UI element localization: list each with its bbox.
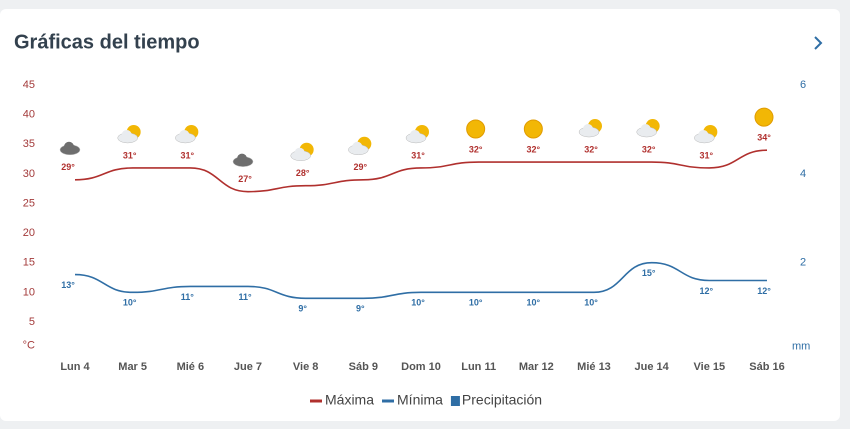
sun bbox=[466, 119, 486, 139]
y-tick-label: °C bbox=[23, 340, 35, 352]
y-tick-label: 45 bbox=[23, 79, 35, 91]
value-label: 12° bbox=[700, 286, 714, 296]
cloud bbox=[294, 147, 305, 158]
value-label: 11° bbox=[238, 292, 252, 302]
y-tick-label: 40 bbox=[23, 109, 35, 121]
value-label: 34° bbox=[757, 133, 771, 143]
value-label: 12° bbox=[757, 286, 771, 296]
value-label: 10° bbox=[584, 298, 598, 308]
x-tick-label: Mié 6 bbox=[177, 361, 205, 373]
cloud bbox=[64, 141, 74, 152]
value-label: 32° bbox=[584, 144, 598, 154]
next-arrow[interactable] bbox=[814, 36, 823, 50]
y2-tick-label: 2 bbox=[800, 257, 806, 269]
x-tick-label: Jue 14 bbox=[635, 361, 670, 373]
x-tick-label: Mar 12 bbox=[519, 361, 554, 373]
weather-icon bbox=[405, 124, 429, 144]
line bbox=[74, 261, 767, 300]
cloud bbox=[352, 141, 363, 152]
cloud bbox=[121, 129, 132, 140]
x-tick-label: Vie 15 bbox=[694, 361, 726, 373]
weather-icon bbox=[59, 141, 81, 156]
value-label: 32° bbox=[469, 144, 483, 154]
legend-label: Precipitación bbox=[462, 392, 542, 408]
weather-icon bbox=[466, 119, 486, 139]
x-tick-label: Jue 7 bbox=[234, 361, 262, 373]
weather-icon bbox=[578, 119, 602, 138]
y2-tick-label: 6 bbox=[800, 79, 806, 91]
cloud bbox=[410, 129, 420, 140]
value-label: 31° bbox=[411, 150, 425, 160]
y-tick-label: 25 bbox=[23, 197, 35, 209]
value-label: 29° bbox=[61, 162, 75, 172]
sun bbox=[754, 107, 774, 127]
y2-tick-label: mm bbox=[792, 341, 810, 353]
value-label: 31° bbox=[123, 150, 137, 160]
value-label: 13° bbox=[61, 280, 75, 290]
x-tick-label: Dom 10 bbox=[401, 361, 441, 373]
weather-icon bbox=[523, 119, 543, 139]
legend-label: Mínima bbox=[397, 392, 443, 408]
y2-tick-label: 4 bbox=[800, 168, 806, 180]
y-tick-label: 5 bbox=[29, 316, 35, 328]
weather-icon bbox=[694, 124, 718, 144]
weather-icon bbox=[636, 119, 660, 138]
sun bbox=[523, 119, 543, 139]
cloud bbox=[237, 153, 247, 164]
value-label: 28° bbox=[296, 168, 310, 178]
y-tick-label: 30 bbox=[23, 168, 35, 180]
legend-item[interactable]: Precipitación bbox=[450, 392, 542, 408]
weather-icon bbox=[117, 124, 141, 144]
value-label: 11° bbox=[181, 292, 195, 302]
cloud bbox=[583, 124, 593, 135]
legend-label: Máxima bbox=[325, 392, 374, 408]
x-tick-label: Lun 4 bbox=[60, 361, 90, 373]
y-tick-label: 15 bbox=[23, 257, 35, 269]
x-tick-label: Sáb 16 bbox=[749, 361, 784, 373]
legend-swatch bbox=[450, 396, 460, 406]
value-label: 10° bbox=[469, 298, 483, 308]
x-tick-label: Lun 11 bbox=[461, 361, 496, 373]
value-label: 10° bbox=[123, 298, 137, 308]
value-label: 9° bbox=[298, 304, 307, 314]
value-label: 15° bbox=[642, 268, 656, 278]
value-label: 10° bbox=[527, 298, 541, 308]
value-label: 32° bbox=[527, 144, 541, 154]
cloud bbox=[698, 129, 709, 140]
weather-icon bbox=[754, 107, 774, 127]
weather-icon bbox=[348, 136, 372, 156]
x-tick-label: Mié 13 bbox=[577, 361, 611, 373]
legend-item[interactable]: Máxima bbox=[310, 392, 374, 408]
x-tick-label: Sáb 9 bbox=[349, 361, 378, 373]
value-label: 31° bbox=[181, 150, 195, 160]
legend-item[interactable]: Mínima bbox=[382, 392, 443, 408]
y-tick-label: 35 bbox=[23, 138, 35, 150]
weather-icon bbox=[232, 153, 254, 167]
value-label: 27° bbox=[238, 174, 252, 184]
weather-icon bbox=[175, 124, 199, 144]
value-label: 10° bbox=[411, 298, 425, 308]
value-label: 31° bbox=[700, 150, 714, 160]
card bbox=[0, 9, 840, 421]
y-tick-label: 10 bbox=[23, 286, 35, 298]
cloud bbox=[179, 129, 190, 140]
value-label: 9° bbox=[356, 304, 365, 314]
chart-title: Gráficas del tiempo bbox=[14, 31, 200, 53]
y-tick-label: 20 bbox=[23, 227, 35, 239]
line bbox=[74, 149, 768, 193]
weather-icon bbox=[290, 142, 314, 161]
x-tick-label: Mar 5 bbox=[118, 361, 147, 373]
cloud bbox=[640, 124, 651, 135]
value-label: 29° bbox=[354, 162, 368, 172]
value-label: 32° bbox=[642, 144, 656, 154]
x-tick-label: Vie 8 bbox=[293, 361, 319, 373]
